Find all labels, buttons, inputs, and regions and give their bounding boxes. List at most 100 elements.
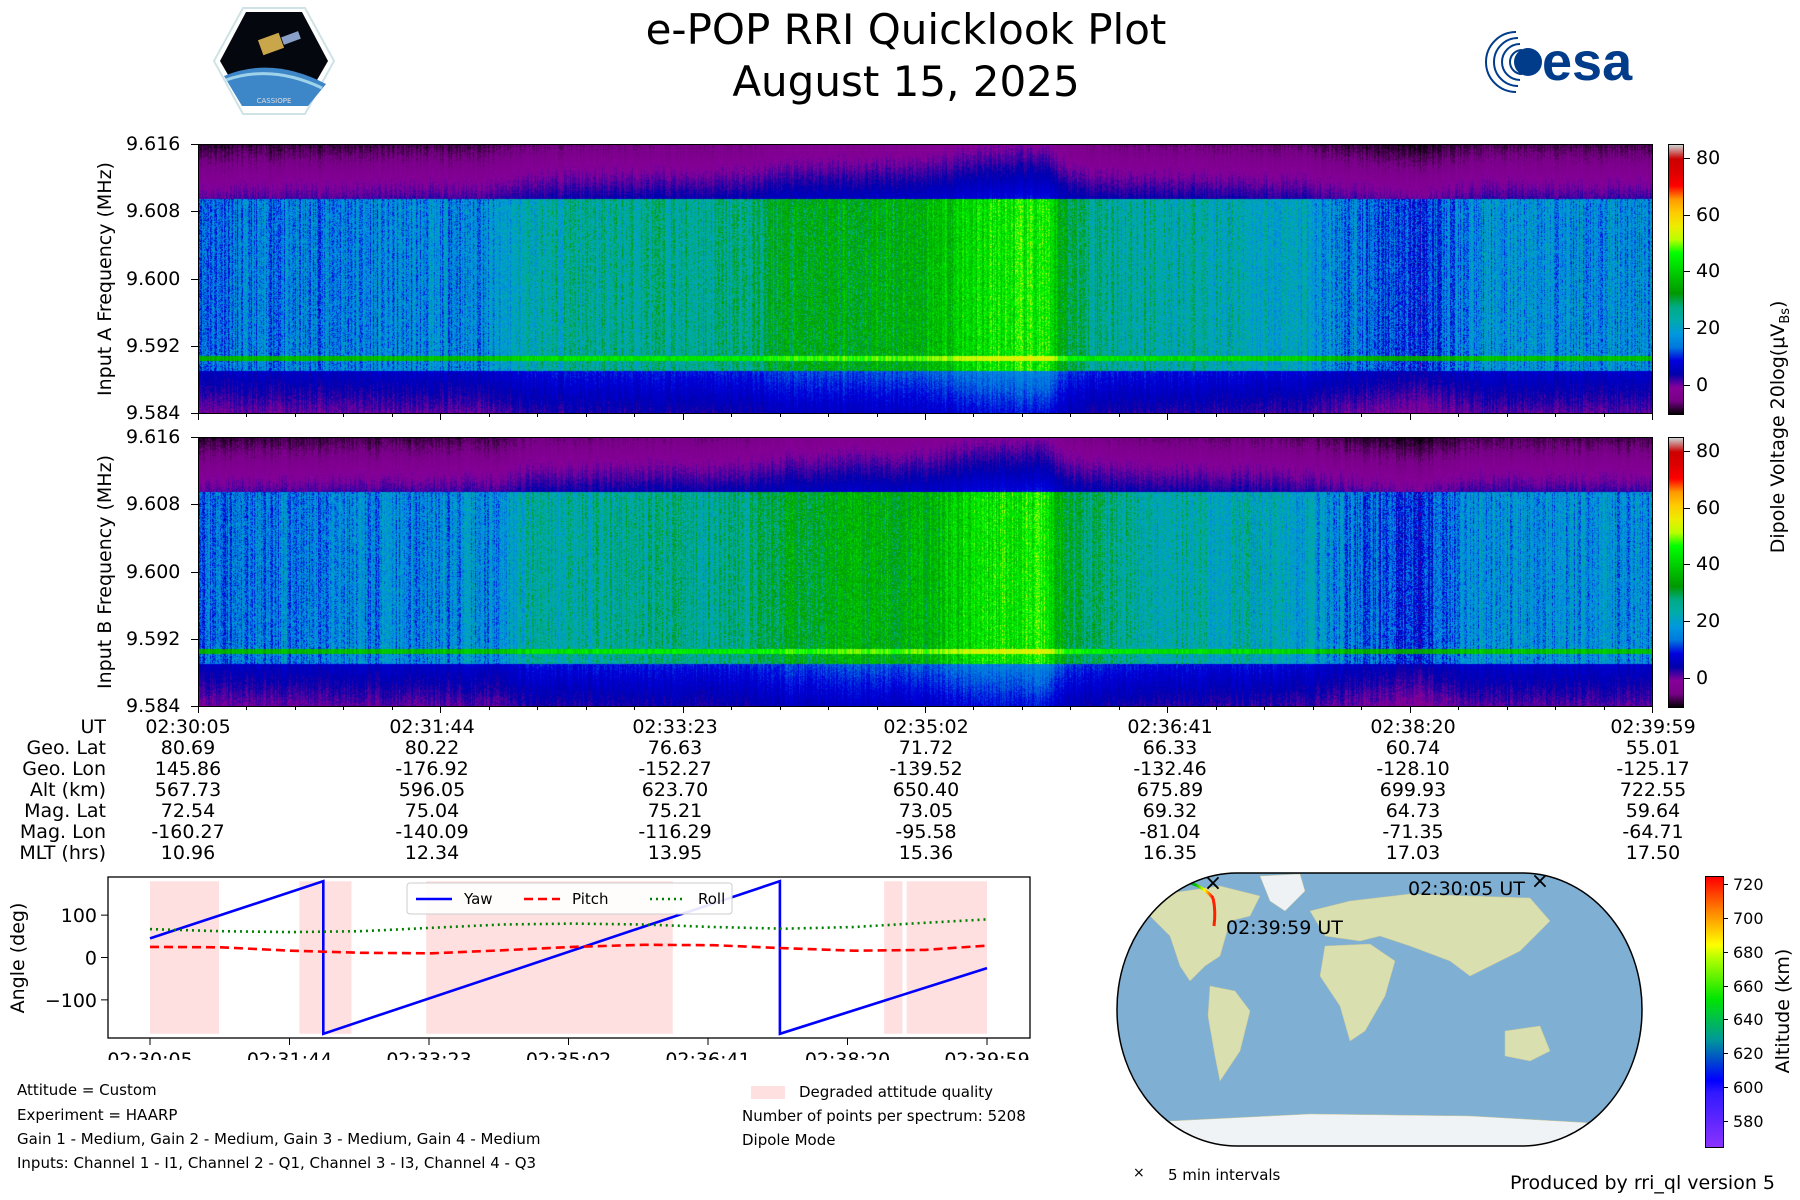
xtick-mark	[1167, 413, 1169, 420]
xtick-mark	[1506, 706, 1508, 710]
xtick-label: 02:38:20	[805, 1049, 890, 1060]
ephemeris-cell: 02:33:23	[632, 716, 718, 738]
altitude-tick-label: 720	[1733, 875, 1764, 895]
altitude-tick-label: 700	[1733, 909, 1764, 929]
xtick-mark	[876, 706, 878, 710]
ytick-label: 9.616	[126, 133, 181, 155]
xtick-mark	[1264, 706, 1266, 710]
xtick-mark	[634, 413, 636, 417]
ytick-mark	[191, 706, 198, 707]
xtick-mark	[198, 413, 199, 420]
xtick-mark	[1264, 413, 1266, 417]
series-pitch-line	[149, 943, 988, 955]
info-points: Number of points per spectrum: 5208	[742, 1107, 1026, 1125]
xtick-mark	[1506, 413, 1508, 417]
colorbar-tick-label: 0	[1696, 666, 1709, 689]
ephemeris-row: Geo. Lon 145.86 -176.92 -152.27 -139.52 -132.…	[0, 759, 1800, 780]
colorbar-label-text: Dipole Voltage 20log(μV	[1767, 323, 1790, 554]
colorbar-tick-mark	[1684, 564, 1690, 566]
altitude-tick-label: 580	[1733, 1111, 1764, 1131]
ephemeris-cell: 02:35:02	[883, 716, 969, 738]
interval-marker-label: 5 min intervals	[1168, 1166, 1281, 1184]
xtick-mark	[925, 413, 926, 420]
colorbar-tick-label: 40	[1696, 260, 1721, 283]
ephemeris-cell: -132.46	[1133, 758, 1207, 780]
xtick-mark	[1361, 413, 1363, 417]
colorbar-tick-label: 60	[1696, 496, 1721, 519]
ephemeris-cell: 75.04	[404, 800, 460, 822]
ephemeris-cell: 69.32	[1142, 800, 1198, 822]
colorbar-label-sub: Bs	[1777, 307, 1793, 324]
ephemeris-cell: 02:39:59	[1610, 716, 1696, 738]
colorbar-tick-label: 20	[1696, 610, 1721, 633]
xtick-mark	[973, 706, 975, 710]
ephemeris-cell: 10.96	[160, 842, 216, 864]
ytick-label: 9.584	[126, 695, 181, 717]
xtick-mark	[1312, 413, 1314, 417]
altitude-tick-mark	[1723, 1120, 1728, 1122]
info-experiment: Experiment = HAARP	[17, 1106, 178, 1124]
info-gains: Gain 1 - Medium, Gain 2 - Medium, Gain 3…	[17, 1130, 541, 1148]
xtick-mark	[828, 413, 830, 417]
ytick-label: 9.600	[126, 560, 181, 583]
ephemeris-cell: -116.29	[638, 821, 712, 843]
ephemeris-cell: 73.05	[898, 800, 954, 822]
xtick-mark	[682, 413, 684, 420]
ytick-mark	[191, 638, 198, 640]
ephemeris-cell: 145.86	[154, 758, 222, 780]
altitude-colorbar-label: Altitude (km)	[1772, 948, 1794, 1074]
spectrogram-a-frame	[198, 144, 1653, 414]
ytick-label: 9.608	[126, 493, 181, 516]
xtick-mark	[876, 413, 878, 417]
ephemeris-row: UT 02:30:05 02:31:44 02:33:23 02:35:02 02:36:…	[0, 717, 1800, 738]
ephemeris-cell: 02:38:20	[1370, 716, 1456, 738]
xtick-mark	[246, 706, 248, 710]
svg-text:esa: esa	[1542, 32, 1633, 92]
ephemeris-row: MLT (hrs) 10.96 12.34 13.95 15.36 16.35 17.03 1…	[0, 843, 1800, 864]
ephemeris-cell: 59.64	[1625, 800, 1681, 822]
xtick-mark	[731, 706, 733, 710]
ephemeris-cell: 15.36	[898, 842, 954, 864]
ephemeris-row: Geo. Lat 80.69 80.22 76.63 71.72 66.33 60.74 55…	[0, 738, 1800, 759]
map-end-label: 02:39:59 UT	[1226, 917, 1343, 939]
ephemeris-row-label: UT	[80, 716, 106, 738]
xtick-mark	[440, 706, 442, 713]
colorbar-tick-label: 60	[1696, 203, 1721, 226]
ephemeris-cell: 596.05	[398, 779, 466, 801]
xtick-mark	[537, 706, 539, 710]
xtick-label: 02:31:44	[247, 1049, 332, 1060]
xtick-mark	[1409, 413, 1411, 420]
ytick-label: 9.584	[126, 402, 181, 424]
ephemeris-cell: 76.63	[647, 737, 703, 759]
ephemeris-cell: 80.22	[404, 737, 460, 759]
xtick-mark	[246, 413, 248, 417]
ephemeris-row-label: Mag. Lat	[24, 800, 106, 822]
degraded-region	[150, 881, 220, 1034]
ytick-mark	[191, 437, 198, 438]
ephemeris-row-label: Mag. Lon	[19, 821, 106, 843]
xtick-mark	[925, 706, 926, 713]
colorbar-tick-mark	[1684, 328, 1690, 330]
ephemeris-cell: 02:36:41	[1127, 716, 1213, 738]
ephemeris-cell: -71.35	[1382, 821, 1444, 843]
info-inputs: Inputs: Channel 1 - I1, Channel 2 - Q1, …	[17, 1154, 537, 1172]
ephemeris-row: Alt (km) 567.73 596.05 623.70 650.40 675.89 69…	[0, 780, 1800, 801]
ytick-mark	[191, 278, 198, 280]
ephemeris-row-label: Geo. Lon	[22, 758, 106, 780]
ephemeris-cell: -125.17	[1616, 758, 1690, 780]
xtick-mark	[1652, 413, 1653, 420]
start-marker-icon: ×	[1531, 869, 1549, 894]
altitude-tick-mark	[1723, 985, 1728, 987]
produced-by: Produced by rri_ql version 5	[1510, 1172, 1775, 1194]
xtick-mark	[198, 706, 199, 713]
ephemeris-cell: 12.34	[404, 842, 460, 864]
altitude-tick-label: 600	[1733, 1077, 1764, 1097]
ytick-label: −100	[45, 990, 97, 1012]
xtick-mark	[779, 706, 781, 710]
degraded-region	[906, 881, 987, 1034]
interval-marker-icon: ×	[1133, 1165, 1145, 1181]
legend-yaw-label: Yaw	[463, 890, 493, 908]
ephemeris-cell: -152.27	[638, 758, 712, 780]
xtick-mark	[343, 706, 345, 710]
colorbar-input-b	[1668, 437, 1684, 708]
